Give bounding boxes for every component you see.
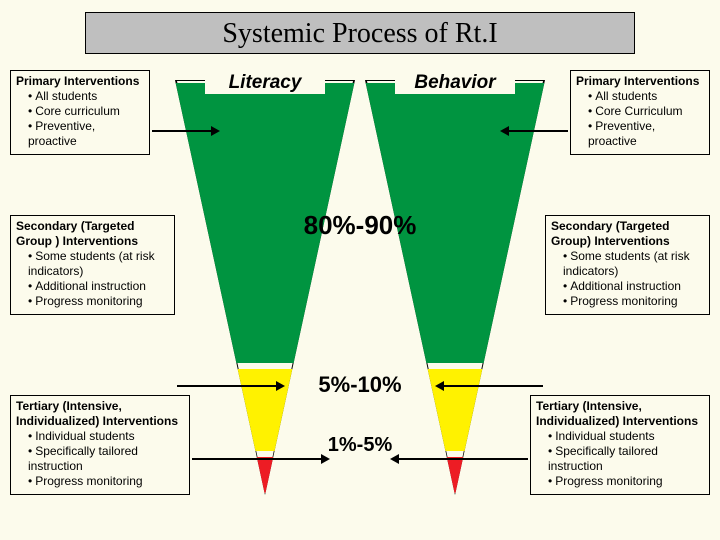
- box-list: All studentsCore curriculumPreventive, p…: [16, 89, 144, 149]
- behavior-triangle: [365, 80, 545, 495]
- list-item: Progress monitoring: [548, 474, 704, 489]
- box-list: Some students (at risk indicators)Additi…: [16, 249, 169, 309]
- list-item: Specifically tailored instruction: [548, 444, 704, 474]
- list-item: All students: [28, 89, 144, 104]
- list-item: Individual students: [28, 429, 184, 444]
- list-item: Some students (at risk indicators): [563, 249, 704, 279]
- tertiary-box-right: Tertiary (Intensive, Individualized) Int…: [530, 395, 710, 495]
- page-title: Systemic Process of Rt.I: [85, 12, 635, 54]
- list-item: All students: [588, 89, 704, 104]
- box-heading: Primary Interventions: [576, 74, 704, 89]
- box-heading: Primary Interventions: [16, 74, 144, 89]
- box-heading: Tertiary (Intensive, Individualized) Int…: [536, 399, 704, 429]
- box-heading: Secondary (Targeted Group) Interventions: [551, 219, 704, 249]
- list-item: Additional instruction: [28, 279, 169, 294]
- list-item: Progress monitoring: [28, 474, 184, 489]
- list-item: Some students (at risk indicators): [28, 249, 169, 279]
- arrow-secondary-left: [177, 385, 277, 387]
- percent-tier2: 5%-10%: [310, 372, 410, 398]
- list-item: Core curriculum: [28, 104, 144, 119]
- list-item: Individual students: [548, 429, 704, 444]
- primary-box-left: Primary Interventions All studentsCore c…: [10, 70, 150, 155]
- arrow-tertiary-right: [398, 458, 528, 460]
- box-heading: Tertiary (Intensive, Individualized) Int…: [16, 399, 184, 429]
- tertiary-box-left: Tertiary (Intensive, Individualized) Int…: [10, 395, 190, 495]
- secondary-box-left: Secondary (Targeted Group ) Intervention…: [10, 215, 175, 315]
- list-item: Preventive, proactive: [28, 119, 144, 149]
- box-list: All studentsCore CurriculumPreventive, p…: [576, 89, 704, 149]
- literacy-triangle: [175, 80, 355, 495]
- box-list: Some students (at risk indicators)Additi…: [551, 249, 704, 309]
- behavior-header: Behavior: [395, 72, 515, 94]
- arrow-tertiary-left: [192, 458, 322, 460]
- percent-tier3: 1%-5%: [325, 434, 395, 457]
- secondary-box-right: Secondary (Targeted Group) Interventions…: [545, 215, 710, 315]
- primary-box-right: Primary Interventions All studentsCore C…: [570, 70, 710, 155]
- arrow-secondary-right: [443, 385, 543, 387]
- list-item: Core Curriculum: [588, 104, 704, 119]
- list-item: Progress monitoring: [563, 294, 704, 309]
- list-item: Preventive, proactive: [588, 119, 704, 149]
- list-item: Specifically tailored instruction: [28, 444, 184, 474]
- box-heading: Secondary (Targeted Group ) Intervention…: [16, 219, 169, 249]
- list-item: Additional instruction: [563, 279, 704, 294]
- arrow-primary-left: [152, 130, 212, 132]
- list-item: Progress monitoring: [28, 294, 169, 309]
- percent-tier1: 80%-90%: [290, 210, 430, 241]
- box-list: Individual studentsSpecifically tailored…: [536, 429, 704, 489]
- literacy-header: Literacy: [205, 72, 325, 94]
- arrow-primary-right: [508, 130, 568, 132]
- box-list: Individual studentsSpecifically tailored…: [16, 429, 184, 489]
